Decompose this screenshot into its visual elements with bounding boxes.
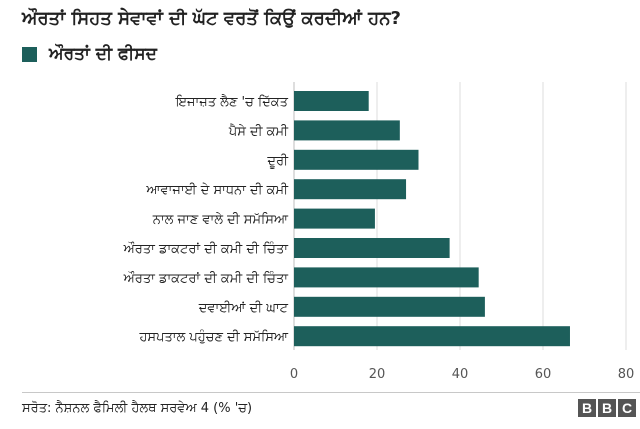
category-label: ਆਵਾਜਾਈ ਦੇ ਸਾਧਨਾ ਦੀ ਕਮੀ bbox=[145, 183, 289, 198]
category-label: ਹਸਪਤਾਲ ਪਹੁੰਚਣ ਦੀ ਸਮੱਸਿਆ bbox=[138, 329, 288, 345]
x-tick-label: 40 bbox=[452, 367, 469, 382]
bbc-logo: B B C bbox=[578, 399, 636, 417]
x-tick-label: 0 bbox=[290, 367, 298, 382]
bar bbox=[294, 267, 479, 288]
chart-title: ਔਰਤਾਂ ਸਿਹਤ ਸੇਵਾਵਾਂ ਦੀ ਘੱਟ ਵਰਤੋਂ ਕਿਉਂ ਕਰਦ… bbox=[22, 8, 401, 29]
category-label: ਨਾਲ ਜਾਣ ਵਾਲੇ ਦੀ ਸਮੱਸਿਆ bbox=[152, 213, 289, 228]
bbc-logo-letter: B bbox=[598, 399, 616, 417]
bar bbox=[294, 91, 369, 111]
footer-divider bbox=[22, 392, 640, 393]
bar bbox=[294, 120, 400, 141]
bar bbox=[294, 179, 407, 200]
bar bbox=[294, 296, 485, 317]
bar bbox=[294, 149, 419, 170]
category-label: ਪੈਸੇ ਦੀ ਕਮੀ bbox=[228, 123, 289, 139]
source-note: ਸਰੋਤ: ਨੈਸ਼ਨਲ ਫੈਮਿਲੀ ਹੈਲਥ ਸਰਵੇਅ 4 (% 'ਚ) bbox=[22, 401, 253, 416]
x-tick-label: 60 bbox=[535, 367, 552, 382]
bar bbox=[294, 208, 375, 229]
category-label: ਦਵਾਈਆਂ ਦੀ ਘਾਟ bbox=[198, 301, 289, 316]
x-tick-label: 80 bbox=[618, 367, 635, 382]
category-label: ਔਰਤਾ ਡਾਕਟਰਾਂ ਦੀ ਕਮੀ ਦੀ ਚਿੰਤਾ bbox=[123, 270, 290, 286]
bar bbox=[294, 326, 570, 347]
legend-swatch bbox=[22, 46, 37, 62]
x-tick-label: 20 bbox=[369, 367, 386, 382]
legend: ਔਰਤਾਂ ਦੀ ਫੀਸਦ bbox=[22, 44, 157, 64]
legend-label: ਔਰਤਾਂ ਦੀ ਫੀਸਦ bbox=[49, 44, 157, 64]
category-label: ਔਰਤਾ ਡਾਕਟਰਾਂ ਦੀ ਕਮੀ ਦੀ ਚਿੰਤਾ bbox=[123, 241, 290, 257]
bar bbox=[294, 238, 450, 258]
category-label: ਇਜਾਜ਼ਤ ਲੈਣ 'ਚ ਦਿੱਕਤ bbox=[175, 94, 289, 110]
bbc-logo-letter: B bbox=[578, 399, 596, 417]
category-label: ਦੂਰੀ bbox=[266, 154, 289, 169]
bbc-logo-letter: C bbox=[618, 399, 636, 417]
bar-chart: 0 20 40 60 80 ਇਜਾਜ਼ਤ ਲੈਣ 'ਚ ਦਿੱਕਤ ਪੈਸੇ ਦੀ ਕਮੀ ਦ… bbox=[123, 82, 635, 382]
